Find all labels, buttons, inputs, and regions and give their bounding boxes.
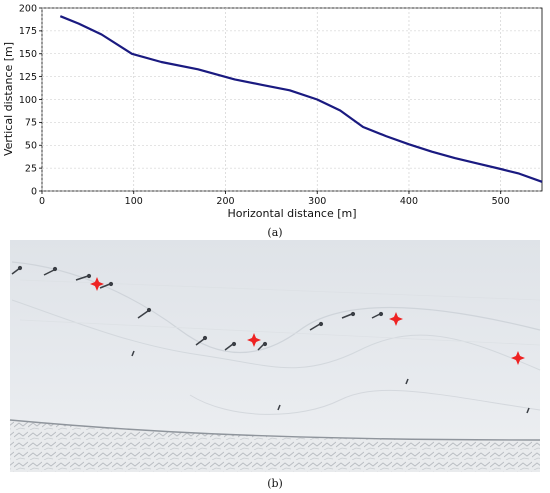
y-tick-label: 0	[31, 186, 37, 197]
skier	[195, 335, 208, 346]
skier	[257, 341, 268, 351]
skier-figures	[11, 265, 530, 414]
x-tick-label: 300	[308, 196, 326, 207]
skier	[526, 407, 530, 414]
skier	[75, 273, 92, 281]
red-marker	[389, 312, 403, 326]
skier	[99, 281, 114, 289]
gnss-markers	[90, 277, 525, 365]
skier	[277, 404, 281, 411]
x-tick-label: 200	[216, 196, 234, 207]
y-tick-label: 100	[19, 95, 37, 106]
skier	[131, 350, 135, 357]
skier	[11, 265, 23, 275]
y-axis-label: Vertical distance [m]	[2, 42, 15, 156]
y-tick-label: 175	[19, 26, 37, 37]
y-axis-ticks: 0 25 50 75 100 125 150 175 200	[19, 3, 42, 197]
red-marker	[511, 351, 525, 365]
skier	[43, 266, 58, 276]
y-tick-label: 75	[25, 118, 37, 129]
skier	[405, 378, 409, 385]
y-tick-label: 150	[19, 49, 37, 60]
skier	[224, 341, 237, 351]
skier	[341, 311, 356, 319]
skier	[309, 321, 324, 331]
x-tick-label: 100	[125, 196, 143, 207]
x-tick-label: 500	[492, 196, 510, 207]
elevation-profile-chart: 0 100 200 300 400 500 0255075100125150175200 …	[2, 3, 543, 220]
red-marker	[90, 277, 104, 291]
y-tick-label: 200	[19, 3, 37, 14]
x-axis-ticks: 0 100 200 300 400 500	[39, 191, 510, 207]
x-axis-label: Horizontal distance [m]	[227, 207, 356, 220]
grid-lines	[41, 7, 542, 192]
skier	[371, 311, 384, 319]
profile-line	[59, 15, 543, 183]
aerial-snow-photo	[9, 240, 541, 472]
y-tick-label: 125	[19, 72, 37, 83]
x-tick-label: 0	[39, 196, 45, 207]
red-marker	[247, 333, 261, 347]
y-tick-label: 25	[25, 163, 37, 174]
caption-a: (a)	[267, 226, 282, 239]
y-tick-label: 50	[25, 141, 37, 152]
x-tick-label: 400	[400, 196, 418, 207]
caption-b: (b)	[267, 477, 283, 490]
skier	[137, 307, 152, 319]
